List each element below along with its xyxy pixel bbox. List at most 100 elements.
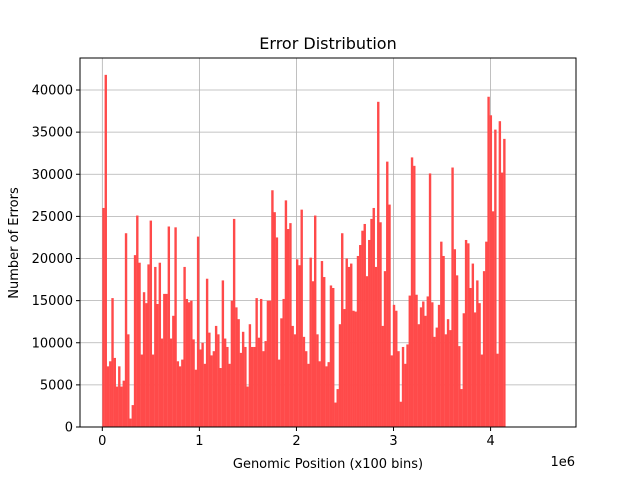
bars-layer <box>102 74 506 428</box>
histogram-bar <box>291 325 294 427</box>
histogram-bar <box>413 165 416 427</box>
histogram-bar <box>451 167 454 427</box>
histogram-bar <box>178 366 182 427</box>
histogram-bar <box>102 207 105 427</box>
histogram-bar <box>120 386 123 427</box>
histogram-bar <box>426 296 430 427</box>
histogram-bar <box>106 366 110 427</box>
histogram-bar <box>320 261 324 427</box>
histogram-bar <box>359 245 362 427</box>
histogram-bar <box>455 275 459 427</box>
histogram-bar <box>440 241 443 427</box>
histogram-bar <box>167 226 171 427</box>
histogram-bar <box>491 211 495 427</box>
histogram-bar <box>356 255 360 427</box>
histogram-bar <box>480 354 484 427</box>
histogram-bar <box>494 129 497 427</box>
histogram-bar <box>433 336 436 427</box>
histogram-bar <box>221 280 225 427</box>
histogram-bar <box>194 369 198 427</box>
histogram-bar <box>363 223 366 427</box>
histogram-bar <box>190 300 193 427</box>
histogram-bar <box>142 292 146 427</box>
histogram-bar <box>187 302 191 427</box>
histogram-bar <box>302 336 306 427</box>
y-tick-label: 5000 <box>40 378 73 393</box>
histogram-bar <box>219 368 222 427</box>
histogram-bar <box>160 338 164 427</box>
histogram-bar <box>239 352 243 427</box>
chart-title: Error Distribution <box>259 34 396 53</box>
histogram-bar <box>424 315 427 427</box>
histogram-bar <box>156 304 159 427</box>
histogram-bar <box>214 325 218 427</box>
histogram-bar <box>485 241 488 427</box>
histogram-bar <box>262 351 265 427</box>
histogram-bar <box>379 222 382 427</box>
histogram-bar <box>307 363 310 427</box>
histogram-bar <box>104 74 107 428</box>
histogram-bar <box>217 334 220 427</box>
histogram-bar <box>165 293 168 427</box>
histogram-bar <box>467 243 470 427</box>
histogram-bar <box>350 263 353 427</box>
histogram-bar <box>417 324 420 427</box>
histogram-bar <box>268 300 272 427</box>
axes-layer: 0 1 2 3 4 0 5000 10000 15000 20000 25000 30000 35000… <box>32 57 577 449</box>
histogram-bar <box>133 255 137 427</box>
histogram-bar <box>300 209 303 427</box>
histogram-bar <box>259 298 263 427</box>
y-axis-label: Number of Errors <box>7 187 22 299</box>
histogram-bar <box>345 258 348 427</box>
histogram-bar <box>158 262 162 427</box>
histogram-bar <box>377 101 380 427</box>
histogram-bar <box>266 300 270 427</box>
histogram-bar <box>372 207 375 427</box>
histogram-bar <box>336 389 339 427</box>
histogram-bar <box>145 303 148 427</box>
histogram-bar <box>365 276 369 427</box>
histogram-bar <box>469 287 472 427</box>
histogram-bar <box>473 312 477 427</box>
histogram-bar <box>327 362 330 427</box>
histogram-bar <box>478 303 481 427</box>
histogram-bar <box>199 349 202 427</box>
histogram-bar <box>304 351 308 427</box>
histogram-bar <box>386 161 389 427</box>
histogram-bar <box>185 298 189 427</box>
histogram-bar <box>446 319 450 427</box>
x-axis-offset-label: 1e6 <box>550 455 575 470</box>
histogram-bar <box>149 220 153 427</box>
histogram-bar <box>246 386 249 427</box>
x-tick-label: 1 <box>195 434 203 449</box>
histogram-bar <box>273 212 276 427</box>
histogram-bar <box>415 294 418 427</box>
histogram-bar <box>482 271 486 427</box>
histogram-bar <box>118 366 121 427</box>
y-tick-label: 40000 <box>32 84 73 99</box>
histogram-bar <box>183 266 186 427</box>
histogram-bar <box>275 237 279 427</box>
histogram-bar <box>325 366 328 427</box>
histogram-bar <box>174 227 177 427</box>
y-tick-label: 30000 <box>32 168 73 183</box>
histogram-bar <box>250 346 254 427</box>
histogram-bar <box>241 331 245 427</box>
histogram-bar <box>264 341 267 427</box>
histogram-bar <box>201 342 204 427</box>
histogram-bar <box>388 204 391 427</box>
histogram-bar <box>500 172 504 427</box>
histogram-bar <box>314 215 317 427</box>
histogram-bar <box>298 265 301 427</box>
histogram-bar <box>352 310 355 427</box>
histogram-bar <box>289 223 292 427</box>
histogram-bar <box>444 334 448 427</box>
histogram-bar <box>323 277 326 427</box>
x-tick-label: 0 <box>98 434 106 449</box>
histogram-bar <box>329 285 333 427</box>
histogram-bar <box>332 287 335 427</box>
histogram-bar <box>354 311 357 427</box>
histogram-bar <box>487 96 490 428</box>
x-tick-label: 2 <box>292 434 300 449</box>
histogram-bar <box>341 233 344 427</box>
